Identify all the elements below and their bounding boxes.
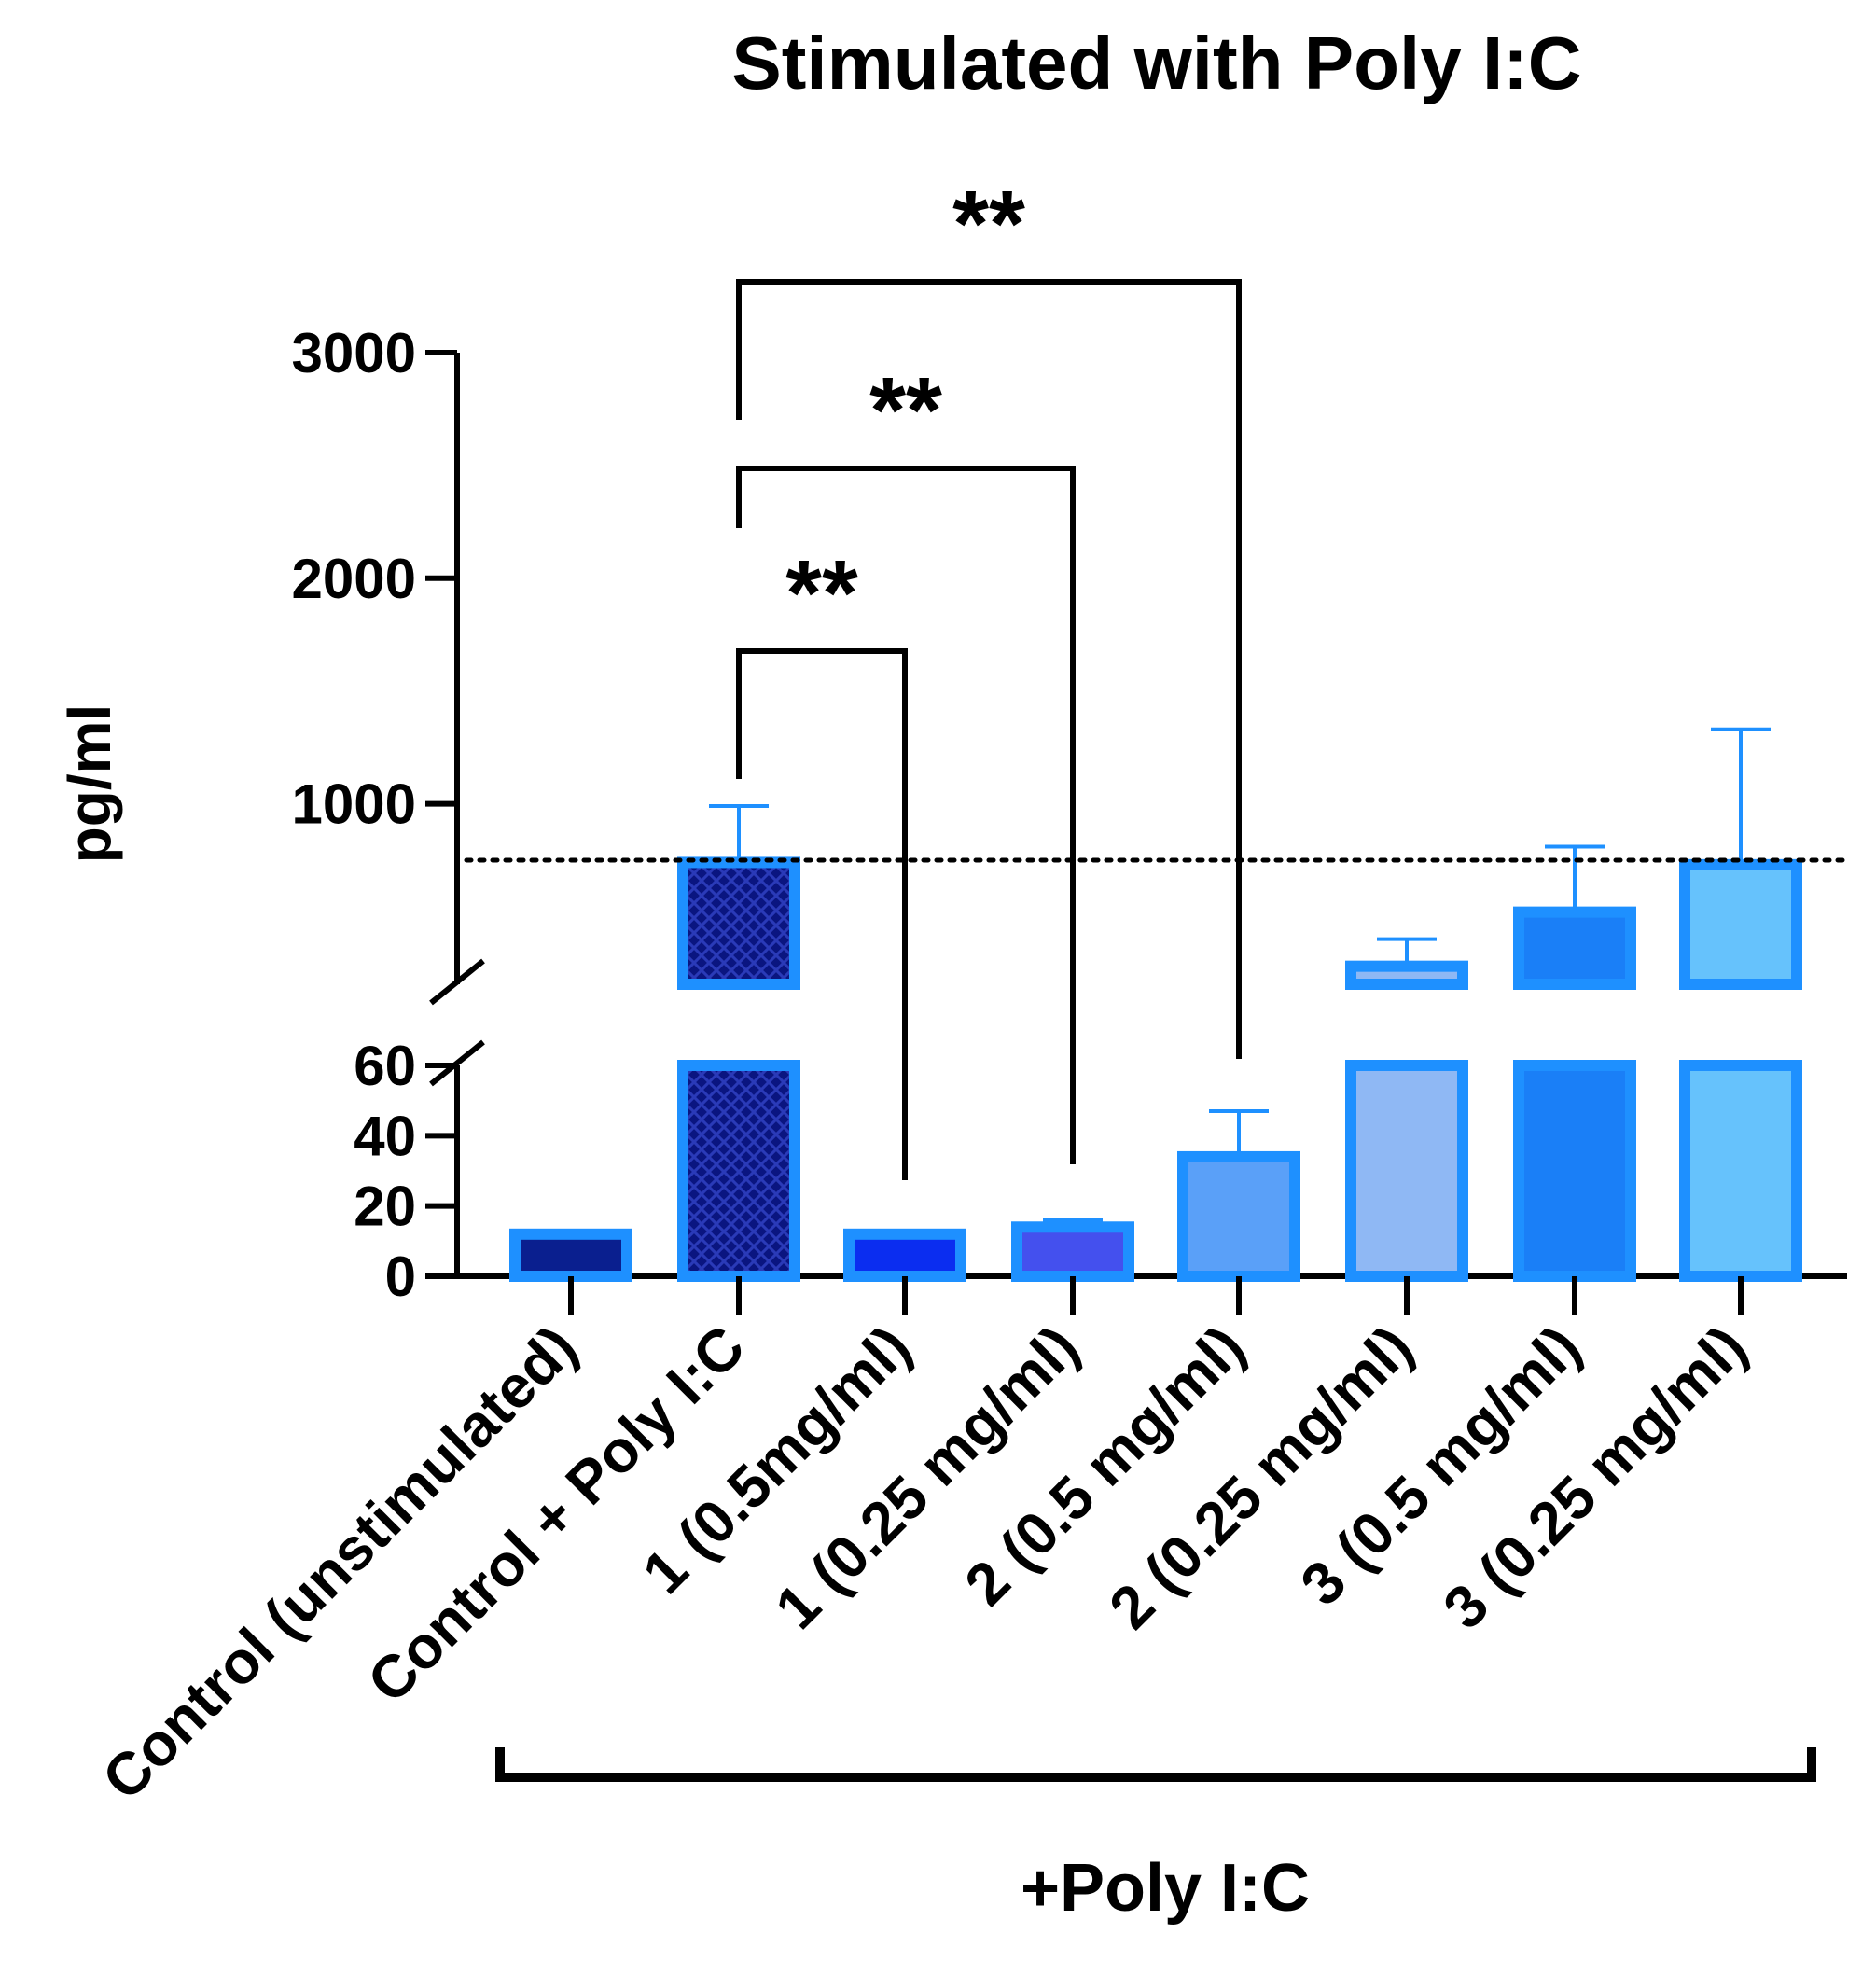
chart-title: Stimulated with Poly I:C (731, 21, 1581, 104)
bar-lower-segment (1345, 1060, 1468, 1282)
bar (1177, 1150, 1300, 1283)
bar-upper-segment (677, 856, 800, 991)
bar-lower-segment (677, 1060, 800, 1282)
y-axis-break-mark (429, 958, 485, 1006)
x-tick-label: 3 (0.25 mg/ml) (1430, 1313, 1759, 1642)
y-tick-label: 20 (354, 1176, 416, 1238)
y-tick-label: 0 (385, 1245, 416, 1308)
y-tick-label: 1000 (292, 773, 416, 836)
significance-label: ** (785, 541, 858, 646)
y-tick-label: 60 (354, 1035, 416, 1097)
y-tick-label: 40 (354, 1105, 416, 1167)
bar (509, 1228, 632, 1283)
x-tick-label: 1 (0.25 mg/ml) (762, 1313, 1091, 1642)
x-tick-label: 2 (0.25 mg/ml) (1096, 1313, 1425, 1642)
significance-bracket (736, 648, 908, 1180)
y-axis-label: pg/ml (56, 704, 123, 864)
bar (1011, 1221, 1134, 1283)
group-bracket (495, 1747, 1816, 1782)
bar-lower-segment (1679, 1060, 1802, 1282)
y-tick-label: 3000 (292, 322, 416, 384)
significance-label: ** (952, 172, 1025, 276)
y-tick-label: 2000 (292, 548, 416, 610)
bar-upper-segment (1345, 960, 1468, 990)
bar-upper-segment (1679, 858, 1802, 990)
group-bracket-label: +Poly I:C (1021, 1851, 1310, 1926)
significance-label: ** (869, 358, 942, 463)
bar-lower-segment (1513, 1060, 1636, 1282)
significance-bracket (736, 466, 1076, 1164)
bar (843, 1228, 966, 1283)
bar-upper-segment (1513, 906, 1636, 991)
significance-bracket (736, 279, 1242, 1059)
